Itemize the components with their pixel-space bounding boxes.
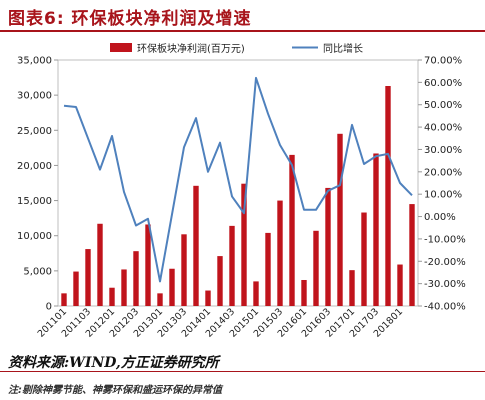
profit-bar: [337, 133, 343, 306]
title-divider: [0, 30, 485, 32]
profit-bar: [61, 293, 67, 306]
source-note: 资料来源:WIND,方正证券研究所: [8, 355, 219, 371]
profit-bar: [397, 264, 403, 306]
profit-bar: [373, 153, 379, 306]
y-right-tick-label: 50.00%: [424, 100, 462, 111]
y-right-tick-label: 60.00%: [424, 78, 462, 89]
legend-swatch-bar: [110, 43, 132, 52]
profit-bar: [145, 224, 151, 306]
y-left-tick-label: 15,000: [17, 196, 52, 207]
profit-bar: [313, 230, 319, 306]
figure-header: 图表6: 环保板块净利润及增速: [0, 0, 485, 34]
profit-bar: [217, 256, 223, 306]
footnote: 注:剔除神雾节能、神雾环保和盛运环保的异常值: [8, 385, 222, 396]
profit-bar: [265, 232, 271, 306]
profit-bar: [277, 200, 283, 306]
profit-bar: [349, 270, 355, 306]
profit-bar: [73, 271, 79, 306]
source-divider: [0, 371, 485, 372]
profit-bar: [109, 287, 115, 306]
y-left-tick-label: 10,000: [17, 231, 52, 242]
profit-bar: [301, 279, 307, 306]
legend-label-bar: 环保板块净利润(百万元): [137, 42, 245, 55]
y-right-tick-label: -20.00%: [424, 257, 466, 268]
legend-label-line: 同比增长: [323, 42, 363, 55]
y-right-tick-label: -40.00%: [424, 302, 466, 313]
y-right-tick-label: 40.00%: [424, 123, 462, 134]
y-right-tick-label: 10.00%: [424, 190, 462, 201]
y-right-tick-label: 30.00%: [424, 145, 462, 156]
y-left-tick-label: 20,000: [17, 161, 52, 172]
profit-bar: [193, 185, 199, 306]
profit-bar: [325, 187, 331, 306]
profit-bar: [361, 212, 367, 306]
profit-bar: [97, 223, 103, 306]
profit-bar: [169, 268, 175, 306]
y-right-tick-label: -10.00%: [424, 234, 466, 245]
y-right-tick-label: 70.00%: [424, 56, 462, 67]
figure-title: 图表6: 环保板块净利润及增速: [8, 9, 252, 29]
profit-bar: [205, 290, 211, 306]
profit-bar: [253, 281, 259, 306]
profit-bar: [157, 293, 163, 306]
profit-bar: [85, 249, 91, 306]
profit-bar: [229, 225, 235, 306]
profit-bar: [289, 154, 295, 306]
y-right-tick-label: 0.00%: [424, 212, 456, 223]
y-right-tick-label: -30.00%: [424, 279, 466, 290]
y-left-tick-label: 0: [46, 302, 52, 313]
y-left-tick-label: 5,000: [23, 266, 52, 277]
plot-frame: [57, 59, 419, 307]
y-right-tick-label: 20.00%: [424, 167, 462, 178]
growth-line: [63, 76, 413, 283]
y-left-tick-label: 25,000: [17, 126, 52, 137]
profit-growth-chart: 0 5,000 10,000 15,000 20,000 25,000 30,000 35,0…: [17, 42, 466, 340]
profit-bar: [133, 251, 139, 306]
profit-bar: [241, 183, 247, 306]
profit-bar: [181, 234, 187, 306]
profit-bar: [409, 204, 415, 306]
y-left-tick-label: 30,000: [17, 91, 52, 102]
profit-bar: [385, 86, 391, 307]
y-left-tick-label: 35,000: [17, 56, 52, 67]
profit-bar: [121, 269, 127, 306]
